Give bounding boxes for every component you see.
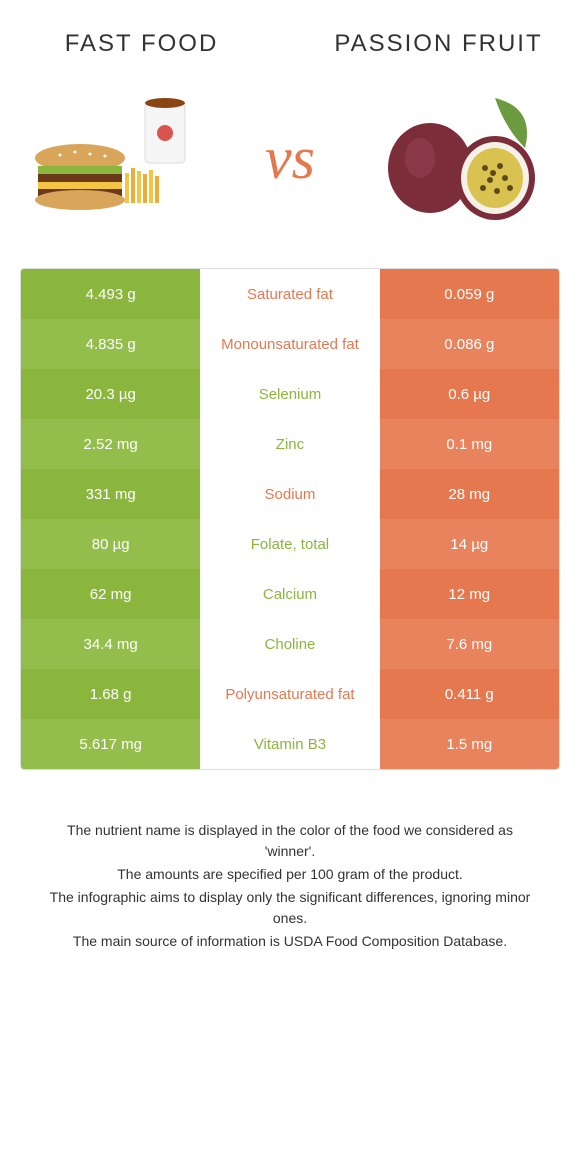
title-left: FAST FOOD <box>20 30 263 58</box>
table-row: 34.4 mgCholine7.6 mg <box>21 619 559 669</box>
table-row: 4.493 gSaturated fat0.059 g <box>21 269 559 319</box>
footer-line-3: The infographic aims to display only the… <box>40 887 540 929</box>
title-right: PASSION FRUIT <box>317 30 560 58</box>
value-right: 0.411 g <box>380 669 559 719</box>
passion-fruit-image <box>370 88 550 228</box>
fast-food-icon <box>30 88 210 228</box>
table-row: 80 µgFolate, total14 µg <box>21 519 559 569</box>
value-right: 28 mg <box>380 469 559 519</box>
value-right: 12 mg <box>380 569 559 619</box>
fast-food-image <box>30 88 210 228</box>
value-right: 0.6 µg <box>380 369 559 419</box>
value-right: 7.6 mg <box>380 619 559 669</box>
value-left: 80 µg <box>21 519 200 569</box>
value-right: 0.1 mg <box>380 419 559 469</box>
table-row: 2.52 mgZinc0.1 mg <box>21 419 559 469</box>
nutrient-label: Sodium <box>200 469 379 519</box>
vs-label: vs <box>265 124 315 193</box>
titles-row: FAST FOOD PASSION FRUIT <box>20 30 560 58</box>
value-left: 1.68 g <box>21 669 200 719</box>
nutrient-label: Selenium <box>200 369 379 419</box>
value-left: 4.835 g <box>21 319 200 369</box>
value-left: 5.617 mg <box>21 719 200 769</box>
footer-line-1: The nutrient name is displayed in the co… <box>40 820 540 862</box>
table-row: 331 mgSodium28 mg <box>21 469 559 519</box>
value-right: 1.5 mg <box>380 719 559 769</box>
table-row: 20.3 µgSelenium0.6 µg <box>21 369 559 419</box>
value-left: 20.3 µg <box>21 369 200 419</box>
table-row: 62 mgCalcium12 mg <box>21 569 559 619</box>
footer-line-2: The amounts are specified per 100 gram o… <box>40 864 540 885</box>
nutrient-label: Saturated fat <box>200 269 379 319</box>
nutrient-label: Zinc <box>200 419 379 469</box>
footer-notes: The nutrient name is displayed in the co… <box>20 820 560 952</box>
value-right: 14 µg <box>380 519 559 569</box>
images-row: vs <box>20 88 560 228</box>
table-row: 4.835 gMonounsaturated fat0.086 g <box>21 319 559 369</box>
nutrient-label: Folate, total <box>200 519 379 569</box>
table-row: 1.68 gPolyunsaturated fat0.411 g <box>21 669 559 719</box>
table-row: 5.617 mgVitamin B31.5 mg <box>21 719 559 769</box>
passion-fruit-icon <box>375 88 545 228</box>
value-left: 2.52 mg <box>21 419 200 469</box>
value-left: 34.4 mg <box>21 619 200 669</box>
value-right: 0.086 g <box>380 319 559 369</box>
comparison-table: 4.493 gSaturated fat0.059 g4.835 gMonoun… <box>20 268 560 770</box>
nutrient-label: Vitamin B3 <box>200 719 379 769</box>
footer-line-4: The main source of information is USDA F… <box>40 931 540 952</box>
value-right: 0.059 g <box>380 269 559 319</box>
value-left: 4.493 g <box>21 269 200 319</box>
nutrient-label: Polyunsaturated fat <box>200 669 379 719</box>
nutrient-label: Choline <box>200 619 379 669</box>
nutrient-label: Monounsaturated fat <box>200 319 379 369</box>
nutrient-label: Calcium <box>200 569 379 619</box>
value-left: 62 mg <box>21 569 200 619</box>
value-left: 331 mg <box>21 469 200 519</box>
